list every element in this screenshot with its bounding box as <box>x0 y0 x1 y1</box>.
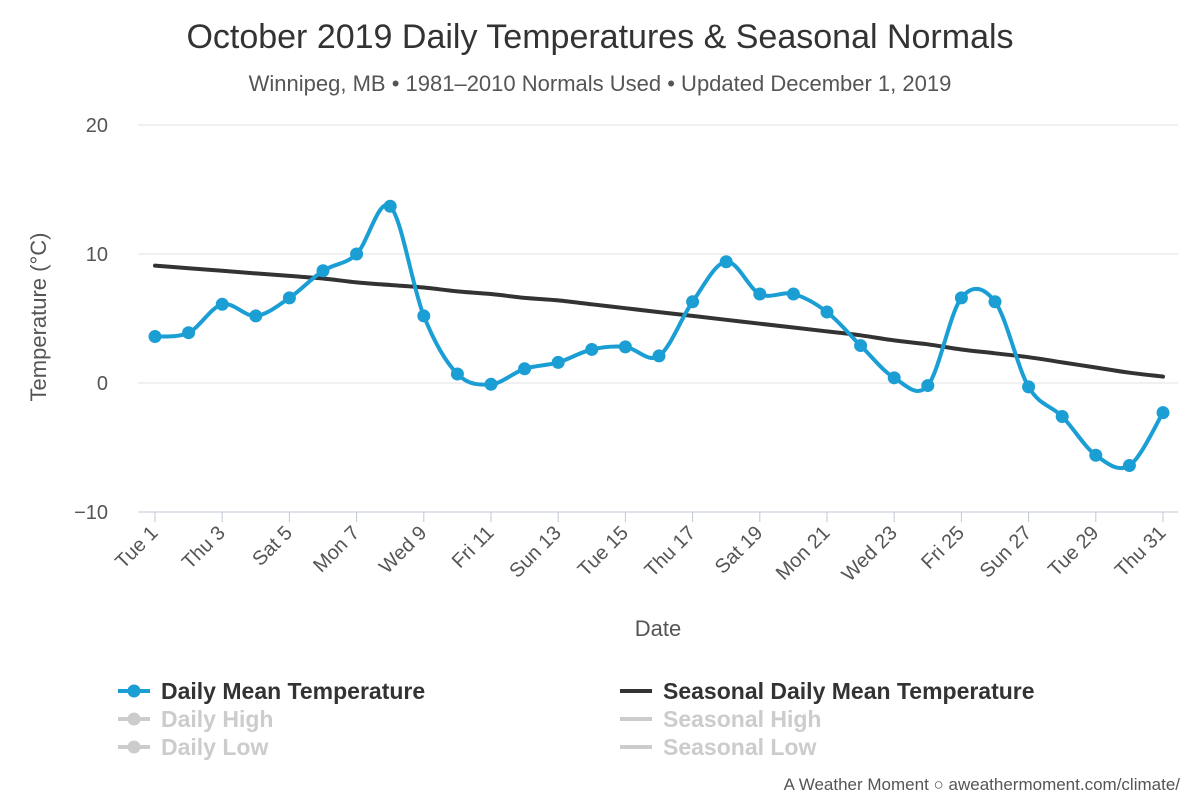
daily-mean-point[interactable] <box>215 297 229 311</box>
legend-label: Seasonal Daily Mean Temperature <box>663 678 1035 704</box>
x-tick-label: Thu 3 <box>178 522 230 574</box>
y-axis-title: Temperature (°C) <box>26 233 51 402</box>
x-tick-label: Fri 25 <box>917 522 969 574</box>
chart-title: October 2019 Daily Temperatures & Season… <box>186 18 1013 56</box>
legend-label: Daily Low <box>161 734 268 760</box>
daily-mean-point[interactable] <box>786 287 800 301</box>
x-tick-label: Mon 7 <box>309 522 364 577</box>
daily-mean-point[interactable] <box>518 362 532 376</box>
gridlines <box>138 124 1178 513</box>
x-tick-label: Tue 29 <box>1044 522 1103 581</box>
daily-mean-point[interactable] <box>383 199 397 213</box>
legend-item[interactable]: Seasonal Daily Mean Temperature <box>620 678 1035 704</box>
daily-mean-point[interactable] <box>417 309 431 323</box>
daily-mean-point[interactable] <box>921 379 935 393</box>
daily-mean-line <box>153 202 1165 471</box>
x-tick-label: Tue 1 <box>111 522 162 573</box>
x-tick-label: Tue 15 <box>574 522 633 581</box>
daily-mean-point[interactable] <box>182 326 196 340</box>
legend-item[interactable]: Seasonal Low <box>620 734 816 760</box>
daily-mean-point[interactable] <box>484 377 498 391</box>
daily-mean-point[interactable] <box>1122 459 1136 473</box>
daily-mean-point[interactable] <box>887 371 901 385</box>
legend-label: Seasonal Low <box>663 734 816 760</box>
series-layer <box>148 199 1170 473</box>
y-tick-label: 20 <box>86 115 108 137</box>
legend-item[interactable]: Daily High <box>118 706 273 732</box>
x-tick-label: Sun 27 <box>976 522 1036 582</box>
daily-mean-point[interactable] <box>753 287 767 301</box>
y-axis-ticks: −10 0 10 20 <box>74 115 108 524</box>
legend-marker <box>127 684 141 698</box>
daily-mean-point[interactable] <box>1156 406 1170 420</box>
daily-mean-point[interactable] <box>1022 380 1036 394</box>
legend-item[interactable]: Seasonal High <box>620 706 821 732</box>
y-tick-label: 10 <box>86 244 108 266</box>
daily-mean-point[interactable] <box>719 255 733 269</box>
x-axis: Tue 1 Thu 3 Sat 5 Mon 7 Wed 9 Fri 11 Sun 13 Tue… <box>111 511 1178 586</box>
daily-mean-point[interactable] <box>1055 410 1069 424</box>
x-tick-label: Thu 31 <box>1111 522 1171 582</box>
legend-marker <box>127 712 141 726</box>
daily-mean-point[interactable] <box>954 291 968 305</box>
x-tick-label: Thu 17 <box>641 522 701 582</box>
daily-mean-point[interactable] <box>854 339 868 353</box>
daily-mean-point[interactable] <box>585 342 599 356</box>
daily-mean-point[interactable] <box>652 349 666 363</box>
legend-marker <box>127 740 141 754</box>
daily-mean-point[interactable] <box>686 295 700 309</box>
y-tick-label: 0 <box>97 373 108 395</box>
legend: Daily Mean Temperature Seasonal Daily Mea… <box>118 678 1035 760</box>
seasonal-mean-line <box>153 263 1165 379</box>
credit-text[interactable]: A Weather Moment ○ aweathermoment.com/cl… <box>784 775 1181 794</box>
legend-item[interactable]: Daily Mean Temperature <box>118 678 425 704</box>
daily-mean-point[interactable] <box>316 264 330 278</box>
daily-mean-point[interactable] <box>249 309 263 323</box>
x-tick-label: Sat 19 <box>711 522 767 578</box>
daily-mean-point[interactable] <box>618 340 632 354</box>
x-axis-title: Date <box>635 616 681 641</box>
x-tick-label: Mon 21 <box>772 522 835 585</box>
daily-mean-point[interactable] <box>988 295 1002 309</box>
daily-mean-point[interactable] <box>820 305 834 319</box>
x-tick-label: Wed 9 <box>375 522 431 578</box>
legend-label: Daily High <box>161 706 273 732</box>
legend-item[interactable]: Daily Low <box>118 734 268 760</box>
legend-label: Seasonal High <box>663 706 821 732</box>
y-tick-label: −10 <box>74 502 108 524</box>
daily-mean-point[interactable] <box>1089 448 1103 462</box>
daily-mean-point[interactable] <box>551 355 565 369</box>
x-tick-label: Wed 23 <box>838 522 902 586</box>
x-tick-label: Sat 5 <box>248 522 297 571</box>
x-tick-label: Sun 13 <box>505 522 565 582</box>
chart-subtitle: Winnipeg, MB • 1981–2010 Normals Used • … <box>249 71 952 96</box>
daily-mean-point[interactable] <box>450 367 464 381</box>
daily-mean-point[interactable] <box>282 291 296 305</box>
daily-mean-point[interactable] <box>350 247 364 261</box>
daily-mean-point[interactable] <box>148 330 162 344</box>
legend-label: Daily Mean Temperature <box>161 678 425 704</box>
x-tick-label: Fri 11 <box>448 522 499 573</box>
